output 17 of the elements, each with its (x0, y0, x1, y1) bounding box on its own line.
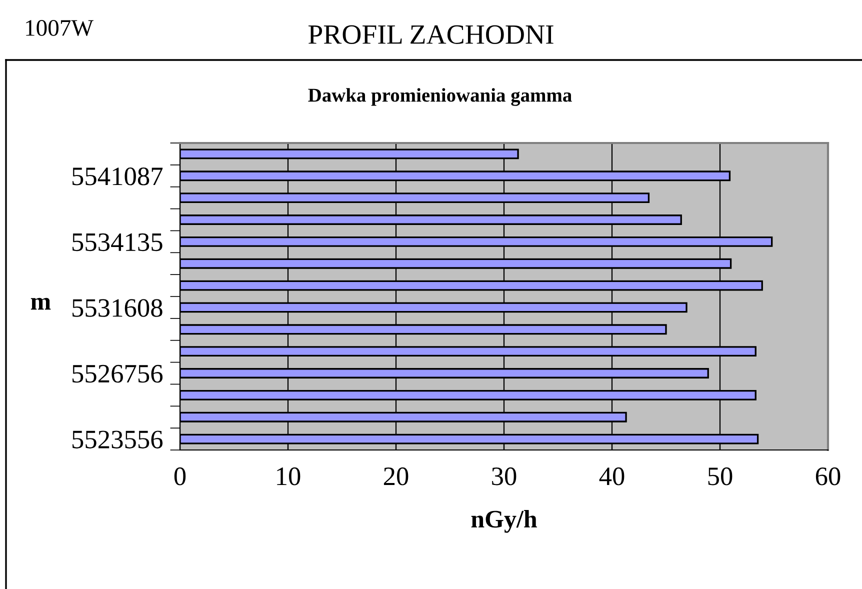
text: 1007W (26, 20, 94, 36)
y-tick-label: 5526756 (72, 364, 163, 383)
x-tick-label: 40 (599, 467, 624, 486)
x-axis-title: nGy/h (471, 510, 537, 533)
x-tick-label: 50 (708, 467, 732, 486)
x-tick-label: 0 (174, 467, 186, 486)
y-tick-label: 5523556 (72, 430, 163, 448)
x-tick-label: 20 (384, 467, 408, 486)
chart-title: PROFIL ZACHODNI (308, 25, 554, 44)
x-tick-label: 60 (816, 467, 840, 486)
y-tick-label: 5534135 (72, 233, 162, 252)
y-axis-title: m (30, 298, 51, 310)
x-tick-label: 10 (277, 467, 300, 486)
x-tick-label: 30 (492, 467, 516, 486)
y-tick-label: 5541087 (72, 168, 163, 186)
y-tick-label: 5531608 (72, 299, 162, 317)
chart-subtitle: Dawka promieniowania gamma (308, 88, 572, 106)
